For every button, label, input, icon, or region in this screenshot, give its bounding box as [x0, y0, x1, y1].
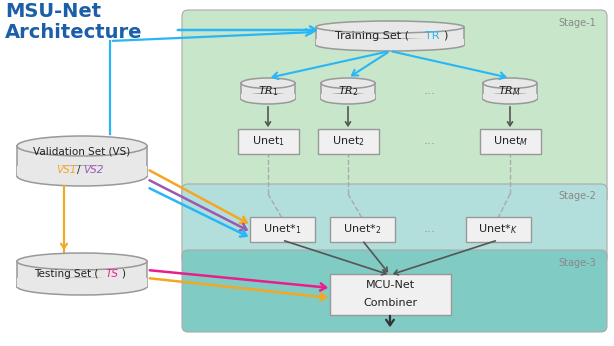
Text: Stage-2: Stage-2: [558, 191, 596, 201]
FancyBboxPatch shape: [317, 128, 378, 154]
FancyBboxPatch shape: [321, 83, 375, 99]
Text: Stage-3: Stage-3: [558, 258, 596, 268]
FancyBboxPatch shape: [17, 146, 147, 176]
Text: $TR_1$: $TR_1$: [258, 84, 278, 98]
Text: /: /: [77, 165, 81, 175]
FancyBboxPatch shape: [330, 217, 395, 242]
FancyBboxPatch shape: [480, 128, 540, 154]
Text: $TR_M$: $TR_M$: [499, 84, 521, 98]
Text: ): ): [443, 31, 447, 41]
Text: VS2: VS2: [83, 165, 103, 175]
Text: Stage-1: Stage-1: [558, 18, 596, 28]
Ellipse shape: [316, 21, 464, 33]
Text: Testing Set (: Testing Set (: [34, 269, 98, 279]
Text: MCU-Net: MCU-Net: [365, 280, 414, 290]
Text: Training Set (: Training Set (: [335, 31, 409, 41]
Ellipse shape: [316, 39, 464, 51]
Ellipse shape: [17, 136, 147, 156]
Text: Unet*$_K$: Unet*$_K$: [478, 222, 518, 236]
Ellipse shape: [17, 253, 147, 270]
Text: Unet$_2$: Unet$_2$: [332, 134, 364, 148]
FancyBboxPatch shape: [182, 10, 607, 204]
Ellipse shape: [483, 94, 537, 104]
FancyBboxPatch shape: [17, 261, 147, 286]
FancyBboxPatch shape: [316, 27, 464, 45]
Ellipse shape: [17, 278, 147, 295]
Text: Unet*$_2$: Unet*$_2$: [343, 222, 381, 236]
Text: ): ): [121, 269, 125, 279]
FancyBboxPatch shape: [316, 39, 464, 45]
Text: $TR_2$: $TR_2$: [338, 84, 359, 98]
FancyBboxPatch shape: [465, 217, 530, 242]
FancyBboxPatch shape: [241, 83, 295, 99]
Text: VS1: VS1: [56, 165, 76, 175]
FancyBboxPatch shape: [17, 278, 147, 286]
Ellipse shape: [321, 78, 375, 88]
Text: Unet$_1$: Unet$_1$: [252, 134, 284, 148]
FancyBboxPatch shape: [321, 94, 375, 99]
FancyBboxPatch shape: [182, 250, 607, 332]
FancyBboxPatch shape: [182, 184, 607, 264]
Ellipse shape: [241, 78, 295, 88]
FancyBboxPatch shape: [238, 128, 298, 154]
Text: ...: ...: [424, 84, 436, 98]
FancyBboxPatch shape: [241, 94, 295, 99]
Ellipse shape: [321, 94, 375, 104]
FancyBboxPatch shape: [483, 83, 537, 99]
FancyBboxPatch shape: [483, 94, 537, 99]
Text: TR: TR: [425, 31, 439, 41]
Ellipse shape: [17, 166, 147, 186]
Text: ...: ...: [424, 222, 436, 236]
Text: Combiner: Combiner: [363, 298, 417, 308]
Text: ...: ...: [424, 135, 436, 147]
Ellipse shape: [483, 78, 537, 88]
Ellipse shape: [241, 94, 295, 104]
FancyBboxPatch shape: [330, 273, 451, 315]
Text: Unet*$_1$: Unet*$_1$: [263, 222, 301, 236]
Text: MSU-Net
Architecture: MSU-Net Architecture: [5, 2, 142, 42]
Text: Validation Set (VS): Validation Set (VS): [33, 146, 131, 156]
Text: Unet$_M$: Unet$_M$: [492, 134, 527, 148]
FancyBboxPatch shape: [249, 217, 314, 242]
FancyBboxPatch shape: [17, 166, 147, 176]
Text: TS: TS: [106, 269, 119, 279]
